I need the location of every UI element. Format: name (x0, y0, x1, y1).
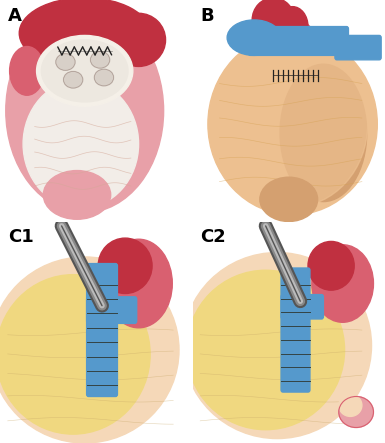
Ellipse shape (183, 253, 372, 439)
FancyBboxPatch shape (87, 264, 117, 396)
Ellipse shape (277, 7, 308, 47)
Text: C2: C2 (200, 228, 226, 246)
Ellipse shape (256, 18, 314, 53)
Ellipse shape (260, 177, 318, 222)
Text: C1: C1 (8, 228, 33, 246)
Ellipse shape (10, 47, 44, 95)
FancyBboxPatch shape (248, 27, 348, 55)
FancyBboxPatch shape (87, 297, 137, 323)
Ellipse shape (208, 33, 377, 215)
Ellipse shape (42, 40, 128, 102)
Ellipse shape (0, 275, 150, 434)
Ellipse shape (339, 396, 373, 427)
Ellipse shape (187, 270, 345, 430)
Ellipse shape (280, 64, 367, 202)
Ellipse shape (56, 54, 75, 70)
Ellipse shape (6, 9, 164, 213)
Ellipse shape (308, 241, 354, 290)
Ellipse shape (90, 51, 110, 68)
Ellipse shape (23, 80, 139, 208)
Ellipse shape (37, 35, 133, 106)
FancyBboxPatch shape (281, 268, 310, 392)
Ellipse shape (64, 71, 83, 88)
Ellipse shape (94, 69, 114, 86)
Text: B: B (200, 7, 214, 25)
FancyBboxPatch shape (281, 295, 323, 319)
Ellipse shape (312, 245, 373, 323)
Text: A: A (8, 7, 22, 25)
FancyBboxPatch shape (335, 35, 381, 60)
Ellipse shape (252, 0, 295, 42)
Ellipse shape (339, 394, 362, 416)
Ellipse shape (19, 0, 150, 69)
Ellipse shape (0, 257, 179, 443)
Ellipse shape (105, 239, 172, 328)
Ellipse shape (218, 41, 368, 207)
Ellipse shape (98, 238, 152, 293)
Ellipse shape (43, 171, 111, 219)
Ellipse shape (112, 13, 166, 66)
Ellipse shape (227, 20, 281, 55)
